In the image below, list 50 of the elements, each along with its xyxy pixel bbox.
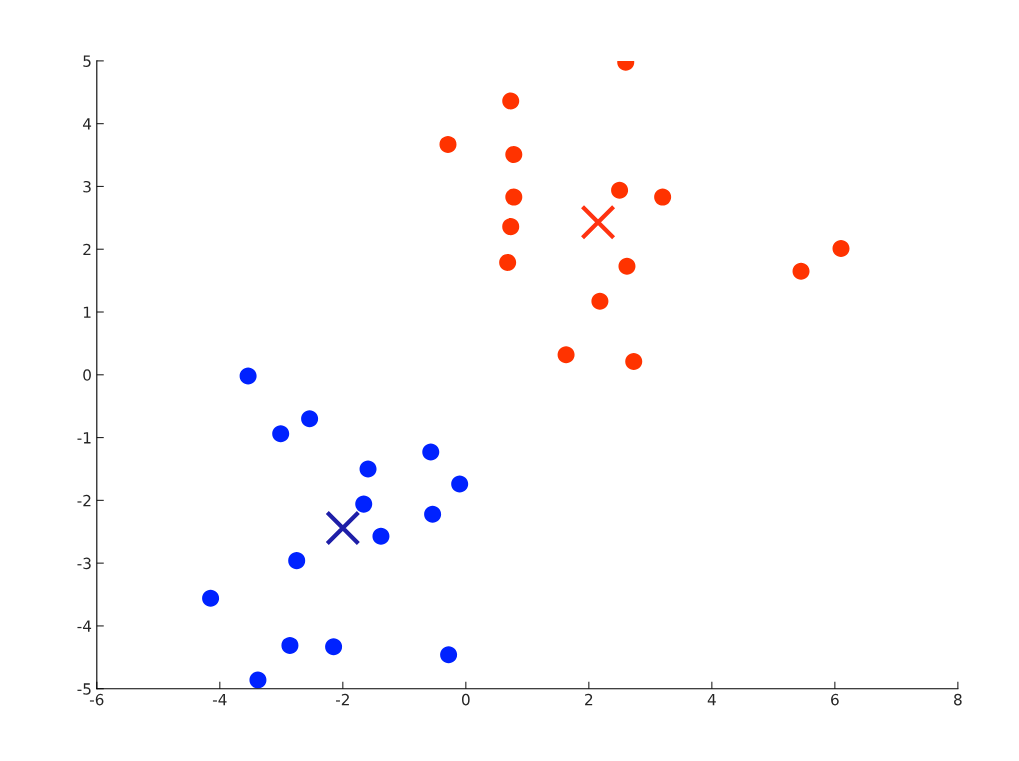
x-tick-label: 4 xyxy=(707,694,716,706)
y-tick-label: -4 xyxy=(77,620,92,632)
point xyxy=(439,135,457,153)
point xyxy=(625,353,643,371)
y-tick-label: 2 xyxy=(83,243,91,256)
y-tick-label: -2 xyxy=(77,494,91,507)
point xyxy=(502,218,520,236)
y-tick-label: 4 xyxy=(82,118,92,130)
point xyxy=(424,505,442,523)
point xyxy=(792,262,810,280)
x-tick-label: -4 xyxy=(212,694,227,706)
point xyxy=(832,240,850,258)
point xyxy=(499,253,517,271)
y-tick-label: -3 xyxy=(77,557,91,570)
point xyxy=(301,410,319,428)
point xyxy=(249,671,267,689)
x-tick-label: 2 xyxy=(585,693,593,706)
point xyxy=(325,510,361,546)
y-tick-label: 1 xyxy=(83,306,91,318)
point xyxy=(239,367,257,385)
x-tick-label: 8 xyxy=(954,693,962,706)
point xyxy=(355,495,373,513)
point xyxy=(359,460,377,478)
point xyxy=(422,443,440,461)
point xyxy=(611,181,629,199)
point xyxy=(505,188,523,206)
point xyxy=(272,425,290,443)
point xyxy=(505,145,523,163)
x-tick-label: -6 xyxy=(89,693,104,706)
x-tick-label: 0 xyxy=(461,693,470,706)
point xyxy=(288,552,306,570)
point xyxy=(502,92,520,110)
point xyxy=(591,292,609,310)
point xyxy=(202,589,220,607)
x-tick-label: -2 xyxy=(335,693,349,706)
point xyxy=(580,204,616,240)
y-tick-label: -1 xyxy=(77,432,91,444)
y-tick-label: 3 xyxy=(83,180,91,193)
point xyxy=(618,257,636,275)
point xyxy=(557,346,575,364)
x-tick-label: 6 xyxy=(831,693,839,706)
y-tick-label: -5 xyxy=(77,683,91,695)
y-tick-label: 5 xyxy=(83,55,91,67)
point xyxy=(440,646,458,664)
point xyxy=(325,638,343,656)
point xyxy=(451,475,469,493)
y-tick-label: 0 xyxy=(83,369,91,381)
point xyxy=(281,636,299,654)
point xyxy=(654,188,672,206)
point xyxy=(372,527,390,545)
